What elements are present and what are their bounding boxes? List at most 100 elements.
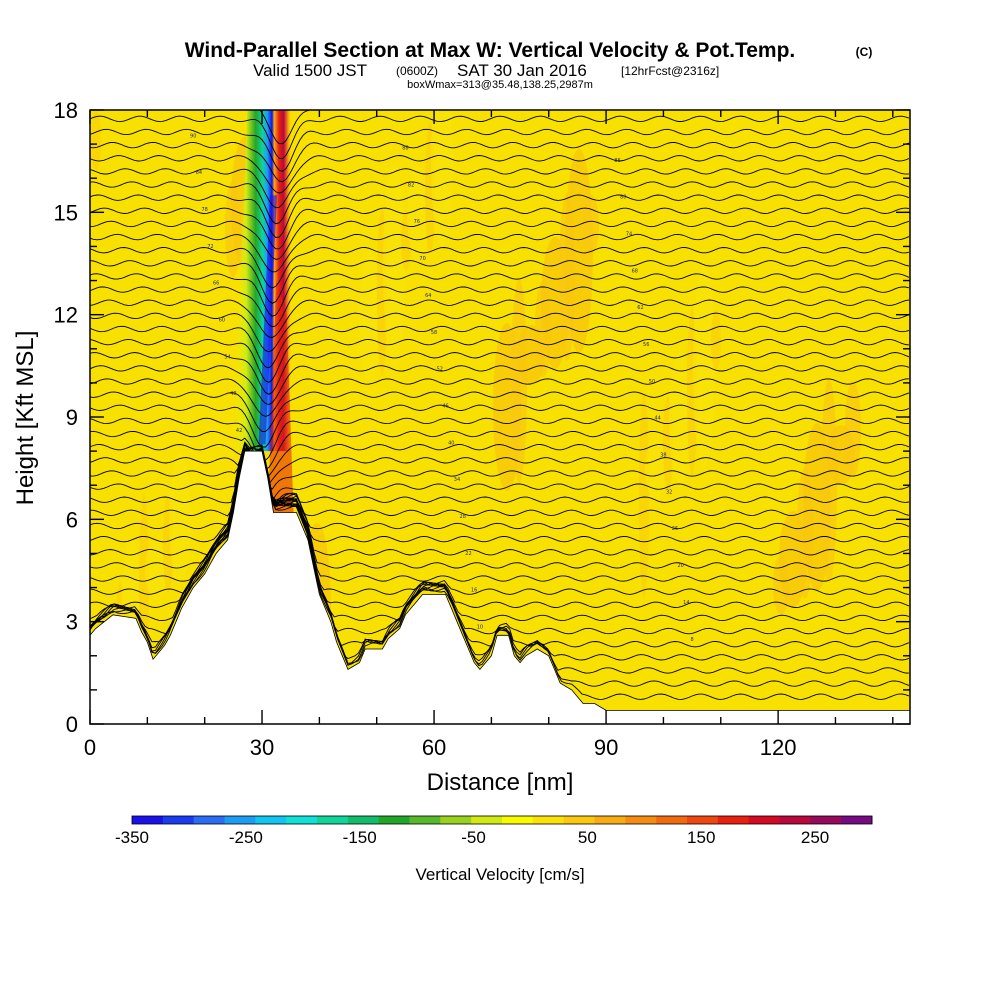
theta-contour <box>90 441 910 478</box>
velocity-patch <box>511 279 527 483</box>
theta-contour <box>90 260 910 304</box>
colorbar-bin <box>656 816 688 824</box>
contour-label: 74 <box>626 232 632 238</box>
contour-label: 90 <box>190 133 196 139</box>
velocity-patch <box>821 379 837 583</box>
theta-contour <box>90 233 910 273</box>
colorbar-label: Vertical Velocity [cm/s] <box>415 865 584 884</box>
contour-label: 42 <box>236 428 242 434</box>
y-tick-label: 15 <box>54 200 78 225</box>
colorbar-bin <box>502 816 534 824</box>
colorbar-bin <box>532 816 565 824</box>
colorbar-bin <box>779 816 811 824</box>
theta-contour <box>90 181 910 225</box>
theta-contour <box>90 391 910 432</box>
subtitle-valid-time: Valid 1500 JST <box>253 61 367 80</box>
colorbar-bin <box>471 816 503 824</box>
theta-contour <box>90 447 910 582</box>
colorbar-bin <box>625 816 657 824</box>
y-tick-label: 12 <box>54 303 78 328</box>
theta-contour <box>90 443 910 490</box>
contour-label: 32 <box>666 489 672 495</box>
theta-contour <box>90 312 910 353</box>
velocity-patch <box>169 452 191 584</box>
colorbar-tick-labels: -350 -250 -150 -50 50 150 250 <box>115 828 829 847</box>
theta-contour <box>90 352 910 395</box>
axis-ticks <box>89 109 910 725</box>
contour-label: 60 <box>219 317 225 323</box>
velocity-patch <box>407 166 429 262</box>
y-tick-label: 0 <box>66 712 78 737</box>
theta-contour <box>90 338 909 383</box>
velocity-patch <box>431 110 453 246</box>
theta-contour <box>90 141 910 183</box>
contour-label: 70 <box>419 256 425 262</box>
colorbar-tick-label: 150 <box>687 828 715 847</box>
x-axis-label: Distance [nm] <box>427 769 574 796</box>
theta-contour <box>90 450 909 543</box>
contour-label: 56 <box>643 342 649 348</box>
theta-contour <box>90 128 909 172</box>
contour-label: 76 <box>414 219 420 225</box>
colorbar-bin <box>347 816 380 824</box>
contour-label: 22 <box>465 551 471 557</box>
velocity-patch <box>565 149 593 353</box>
theta-contour <box>90 273 910 317</box>
y-axis-label: Height [Kft MSL] <box>12 331 39 506</box>
theta-contour <box>90 441 909 505</box>
colorbar <box>131 815 873 825</box>
theta-contour <box>90 115 910 160</box>
colorbar-bin <box>162 816 195 824</box>
theta-contour <box>90 450 910 556</box>
velocity-patch <box>583 195 599 255</box>
contour-label: 34 <box>454 477 460 483</box>
contour-label: 28 <box>460 514 466 520</box>
theta-contour <box>90 378 909 417</box>
contour-label: 80 <box>620 195 626 201</box>
velocity-patch <box>845 381 861 477</box>
contour-label: 64 <box>425 293 431 299</box>
colorbar-bin <box>748 816 780 824</box>
colorbar-tick-label: -250 <box>229 828 263 847</box>
colorbar-bin <box>286 816 318 824</box>
colorbar-bin <box>224 816 256 824</box>
colorbar-bin <box>810 816 842 824</box>
contour-label: 54 <box>224 354 230 360</box>
contour-label: 62 <box>637 305 643 311</box>
colorbar-bin <box>440 816 472 824</box>
contour-label: 86 <box>614 158 620 164</box>
velocity-patch <box>91 110 101 170</box>
colorbar-tick-label: -350 <box>115 828 149 847</box>
colorbar-tick-label: -150 <box>343 828 377 847</box>
contour-label: 68 <box>632 268 638 274</box>
contour-label: 10 <box>477 624 483 630</box>
x-tick-label: 90 <box>594 735 618 760</box>
contour-label: 38 <box>660 453 666 459</box>
theta-contour <box>90 325 910 369</box>
contour-label: 52 <box>437 367 443 373</box>
theta-contour <box>90 155 910 194</box>
contour-label: 84 <box>196 170 202 176</box>
y-tick-label: 3 <box>66 610 78 635</box>
contour-label: 46 <box>442 403 448 409</box>
y-tick-labels: 0 3 6 9 12 15 18 <box>54 98 78 737</box>
theta-contour <box>90 448 909 595</box>
contour-label: 48 <box>230 391 236 397</box>
y-tick-label: 18 <box>54 98 78 123</box>
colorbar-tick-label: 50 <box>578 828 597 847</box>
theta-contour <box>90 194 910 238</box>
theta-contour <box>90 444 910 517</box>
x-tick-label: 30 <box>250 735 274 760</box>
velocity-patch <box>669 352 691 484</box>
theta-contour <box>90 441 910 503</box>
x-tick-labels: 0 30 60 90 120 <box>84 735 797 760</box>
chart-subtitle: Valid 1500 JST (0600Z) SAT 30 Jan 2016 [… <box>253 61 719 80</box>
potential-temperature-contours <box>90 110 910 700</box>
velocity-patch <box>645 440 667 500</box>
chart-title: Wind-Parallel Section at Max W: Vertical… <box>185 39 796 62</box>
theta-contour <box>90 286 910 328</box>
contour-label: 26 <box>672 526 678 532</box>
contour-label: 16 <box>471 588 477 594</box>
